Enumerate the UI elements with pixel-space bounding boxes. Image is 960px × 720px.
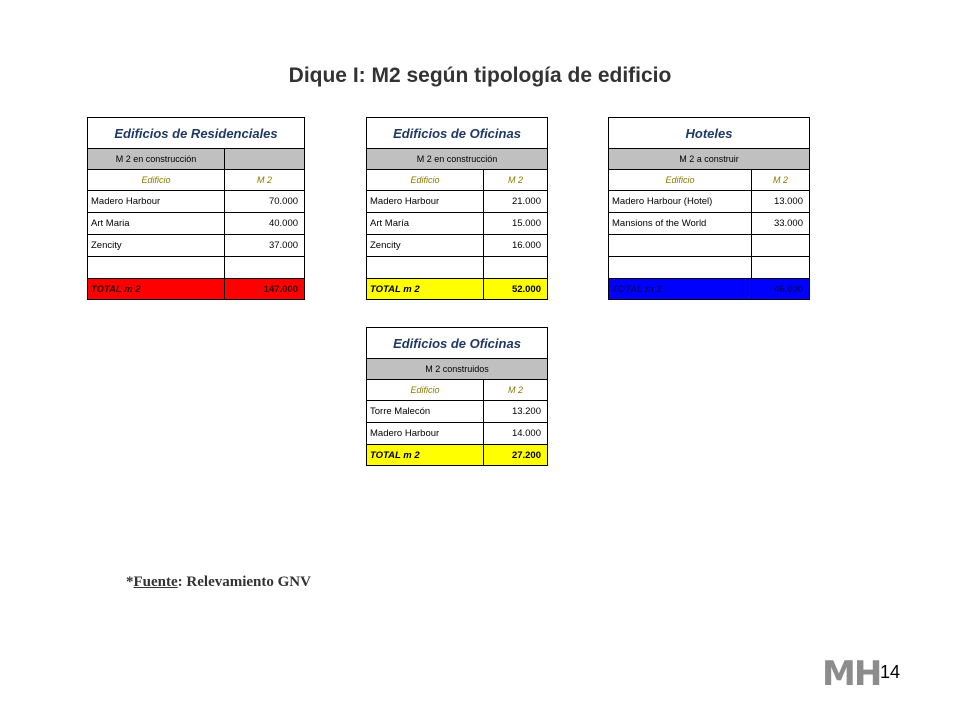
row-value	[751, 234, 810, 257]
table-row: Art María 15.000	[366, 212, 548, 235]
total-label: TOTAL m 2	[366, 278, 484, 300]
row-name: Art Maria	[87, 212, 225, 235]
table-title: Edificios de Oficinas	[366, 327, 548, 359]
row-value: 33.000	[751, 212, 810, 235]
table-row: Torre Malecón 13.200	[366, 400, 548, 423]
row-name: Madero Harbour	[87, 190, 225, 213]
row-value: 13.200	[483, 400, 548, 423]
table-row: Madero Harbour 21.000	[366, 190, 548, 213]
source-note: *Fuente: Relevamiento GNV	[126, 574, 311, 591]
row-value	[751, 256, 810, 279]
row-name: Madero Harbour (Hotel)	[608, 190, 752, 213]
table-subheader: M 2 en construcción	[366, 148, 548, 170]
row-name	[366, 256, 484, 279]
row-value: 14.000	[483, 422, 548, 445]
column-header-m2: M 2	[483, 379, 548, 401]
column-header-edificio: Edificio	[608, 169, 752, 191]
table-row: Madero Harbour 70.000	[87, 190, 306, 213]
total-label: TOTAL m 2	[608, 278, 752, 300]
source-label: Fuente	[133, 574, 178, 590]
table-row: Mansions of the World 33.000	[608, 212, 810, 235]
table-row: Madero Harbour (Hotel) 13.000	[608, 190, 810, 213]
table-title: Edificios de Residenciales	[86, 117, 306, 149]
table-row	[87, 256, 306, 279]
total-label: TOTAL m 2	[366, 444, 484, 466]
row-value: 15.000	[483, 212, 548, 235]
row-value: 37.000	[223, 234, 306, 257]
table-hoteles: Hoteles M 2 a construir Edificio M 2 Made…	[608, 117, 810, 300]
table-subheader-empty	[223, 148, 306, 170]
row-name: Zencity	[87, 234, 225, 257]
table-row: Art Maria 40.000	[87, 212, 306, 235]
total-value: 147.000	[223, 278, 306, 300]
mh-logo: MH	[822, 654, 882, 694]
column-header-m2: M 2	[483, 169, 548, 191]
table-oficinas-construccion: Edificios de Oficinas M 2 en construcció…	[366, 117, 548, 300]
total-row: TOTAL m 2 52.000	[366, 278, 548, 300]
row-name: Madero Harbour	[366, 190, 484, 213]
column-header-edificio: Edificio	[366, 379, 484, 401]
page-title: Dique I: M2 según tipología de edificio	[288, 64, 672, 87]
column-header-m2: M 2	[751, 169, 810, 191]
row-name: Art María	[366, 212, 484, 235]
table-row: Zencity 16.000	[366, 234, 548, 257]
row-name: Torre Malecón	[366, 400, 484, 423]
table-row: Madero Harbour 14.000	[366, 422, 548, 445]
row-name: Zencity	[366, 234, 484, 257]
table-residenciales: Edificios de Residenciales M 2 en constr…	[86, 117, 306, 300]
column-header-edificio: Edificio	[366, 169, 484, 191]
page-number: 14	[880, 662, 901, 682]
table-row	[608, 234, 810, 257]
row-value: 13.000	[751, 190, 810, 213]
table-title: Edificios de Oficinas	[366, 117, 548, 149]
total-value: 52.000	[483, 278, 548, 300]
row-name: Mansions of the World	[608, 212, 752, 235]
table-oficinas-construidos: Edificios de Oficinas M 2 construidos Ed…	[366, 327, 548, 466]
row-value: 21.000	[483, 190, 548, 213]
table-row	[608, 256, 810, 279]
total-row: TOTAL m 2 27.200	[366, 444, 548, 466]
row-name: Madero Harbour	[366, 422, 484, 445]
row-value	[223, 256, 306, 279]
source-text: : Relevamiento GNV	[177, 574, 311, 590]
row-value: 70.000	[223, 190, 306, 213]
source-prefix: *	[126, 574, 134, 590]
total-row: TOTAL m 2 46.000	[608, 278, 810, 300]
row-value	[483, 256, 548, 279]
total-row: TOTAL m 2 147.000	[87, 278, 306, 300]
row-value: 16.000	[483, 234, 548, 257]
column-header-edificio: Edificio	[87, 169, 225, 191]
column-header-m2: M 2	[223, 169, 306, 191]
table-subheader: M 2 construidos	[366, 358, 548, 380]
row-name	[87, 256, 225, 279]
total-value: 46.000	[751, 278, 810, 300]
table-subheader: M 2 en construcción	[87, 148, 225, 170]
table-row: Zencity 37.000	[87, 234, 306, 257]
table-row	[366, 256, 548, 279]
row-name	[608, 256, 752, 279]
row-value: 40.000	[223, 212, 306, 235]
table-subheader: M 2 a construir	[608, 148, 810, 170]
table-title: Hoteles	[608, 117, 810, 149]
row-name	[608, 234, 752, 257]
total-label: TOTAL m 2	[87, 278, 225, 300]
total-value: 27.200	[483, 444, 548, 466]
